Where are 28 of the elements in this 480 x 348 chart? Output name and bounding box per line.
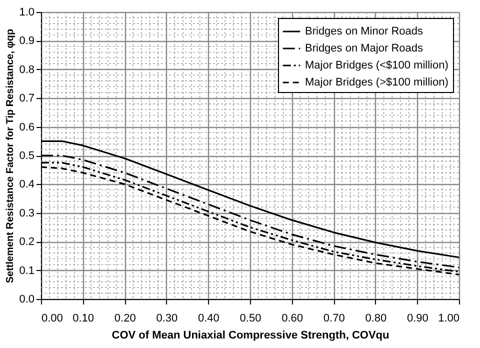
legend-label: Bridges on Minor Roads [305, 26, 424, 38]
x-tick-label: 0.40 [198, 312, 220, 324]
x-axis-title: COV of Mean Uniaxial Compressive Strength, COVqu [112, 330, 390, 342]
x-tick-label: 0.70 [323, 312, 345, 324]
x-tick-label: 0.00 [42, 312, 63, 324]
y-tick-label: 0.1 [19, 264, 34, 277]
x-tick-label: 0.50 [240, 312, 262, 324]
x-tick-label: 0.20 [114, 312, 136, 324]
y-tick-label: 0.7 [19, 92, 34, 105]
y-tick-label: 0.9 [19, 35, 34, 48]
x-tick-label: 1.00 [438, 312, 460, 324]
x-tick-label: 0.30 [156, 312, 178, 324]
y-tick-label: 0.5 [19, 150, 34, 162]
legend-label: Bridges on Major Roads [305, 42, 424, 54]
y-tick-label: 0.3 [19, 207, 34, 220]
y-tick-label: 1.0 [19, 6, 34, 18]
y-tick-label: 0.8 [19, 64, 34, 76]
x-tick-label: 0.80 [365, 312, 387, 324]
y-tick-label: 0.4 [19, 178, 34, 191]
y-tick-label: 0.0 [19, 294, 34, 306]
y-tick-label: 0.6 [19, 121, 34, 134]
x-tick-label: 0.10 [72, 312, 94, 324]
legend-label: Major Bridges (<$100 million) [305, 60, 448, 72]
legend-label: Major Bridges (>$100 million) [305, 76, 448, 88]
x-tick-label: 0.90 [406, 312, 428, 324]
y-axis-title: Settlement Resistance Factor for Tip Resistance, φqp [5, 28, 16, 284]
x-tick-label: 0.60 [282, 312, 304, 324]
y-tick-label: 0.2 [19, 236, 34, 248]
